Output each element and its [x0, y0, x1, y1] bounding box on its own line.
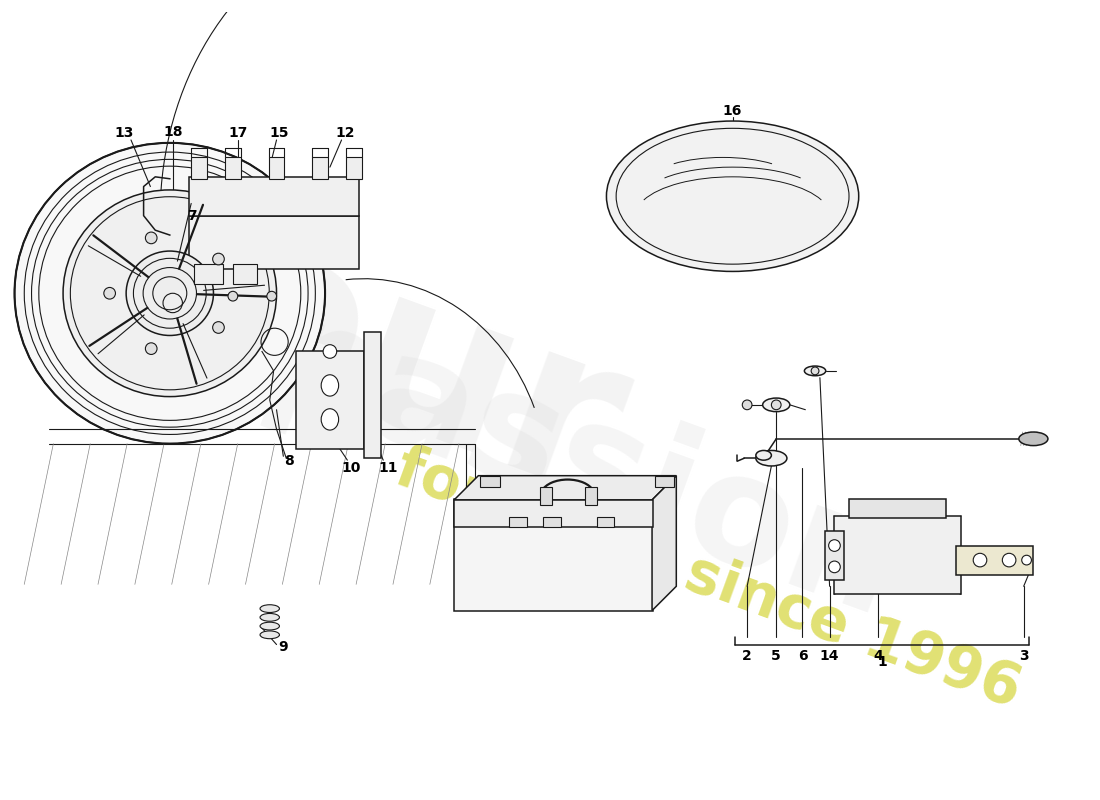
Ellipse shape	[606, 121, 859, 271]
Bar	[312, 158, 328, 178]
Circle shape	[828, 561, 840, 573]
Circle shape	[212, 254, 224, 265]
Bar	[835, 517, 960, 594]
Text: 4: 4	[873, 649, 883, 663]
Bar	[189, 177, 359, 216]
Ellipse shape	[762, 398, 790, 412]
Text: 15: 15	[270, 126, 289, 140]
Bar	[346, 158, 362, 178]
Text: 6: 6	[798, 649, 807, 663]
Circle shape	[811, 367, 818, 374]
Polygon shape	[652, 476, 676, 610]
Bar	[268, 158, 284, 178]
Text: passion: passion	[246, 285, 918, 651]
Bar	[540, 487, 552, 505]
Bar	[956, 546, 1033, 574]
Text: 1: 1	[877, 655, 887, 669]
Circle shape	[771, 400, 781, 410]
Text: 10: 10	[342, 461, 361, 475]
Ellipse shape	[756, 450, 786, 466]
Circle shape	[974, 554, 987, 567]
Polygon shape	[454, 476, 676, 500]
Bar	[543, 518, 561, 527]
Ellipse shape	[126, 251, 213, 335]
Circle shape	[228, 291, 238, 301]
Bar	[454, 499, 653, 610]
Ellipse shape	[323, 345, 337, 358]
Text: 3: 3	[1019, 649, 1028, 663]
Bar	[454, 500, 653, 527]
Bar	[585, 487, 596, 505]
Text: 14: 14	[820, 649, 839, 663]
Circle shape	[742, 400, 752, 410]
Ellipse shape	[63, 190, 276, 397]
Ellipse shape	[804, 366, 826, 376]
Ellipse shape	[321, 374, 339, 396]
Bar	[825, 531, 844, 579]
Bar	[194, 264, 223, 283]
Bar	[654, 476, 674, 487]
Text: 13: 13	[114, 126, 134, 140]
Circle shape	[103, 287, 116, 299]
Circle shape	[153, 283, 192, 322]
Bar	[481, 476, 499, 487]
Ellipse shape	[14, 143, 326, 444]
Bar	[509, 518, 527, 527]
Text: 9: 9	[278, 641, 288, 654]
Bar	[296, 351, 364, 449]
Ellipse shape	[260, 605, 279, 613]
Bar	[596, 518, 614, 527]
Text: 7: 7	[187, 209, 197, 222]
Text: eur: eur	[184, 198, 650, 543]
Text: 18: 18	[163, 125, 183, 139]
Bar	[849, 499, 946, 518]
Circle shape	[267, 291, 276, 301]
Circle shape	[212, 322, 224, 334]
Text: 5: 5	[771, 649, 781, 663]
Ellipse shape	[321, 409, 339, 430]
Text: 2: 2	[742, 649, 752, 663]
Circle shape	[145, 232, 157, 244]
Bar	[233, 264, 257, 283]
Text: 16: 16	[723, 104, 743, 118]
Bar	[226, 158, 241, 178]
Ellipse shape	[260, 614, 279, 622]
Circle shape	[1022, 555, 1032, 565]
Text: for parts since 1996: for parts since 1996	[388, 440, 1028, 719]
Circle shape	[828, 540, 840, 551]
Circle shape	[145, 343, 157, 354]
Ellipse shape	[756, 450, 771, 460]
Ellipse shape	[260, 622, 279, 630]
Ellipse shape	[1019, 432, 1048, 446]
Bar	[191, 158, 207, 178]
Text: 11: 11	[378, 461, 398, 475]
Ellipse shape	[260, 631, 279, 638]
Text: 12: 12	[336, 126, 355, 140]
Bar	[364, 332, 382, 458]
Text: 8: 8	[284, 454, 294, 468]
Circle shape	[1002, 554, 1016, 567]
Text: 17: 17	[228, 126, 248, 140]
Bar	[189, 216, 359, 269]
